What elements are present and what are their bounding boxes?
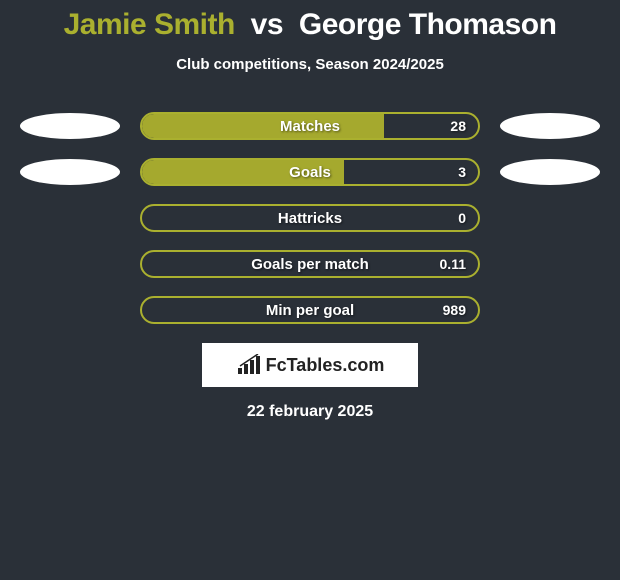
stat-label: Goals per match xyxy=(142,252,478,276)
stat-value: 28 xyxy=(450,114,466,138)
left-ellipse xyxy=(20,113,120,139)
stat-row: Goals per match0.11 xyxy=(0,249,620,279)
stat-bar: Goals3 xyxy=(140,158,480,186)
stat-bar: Goals per match0.11 xyxy=(140,250,480,278)
right-ellipse xyxy=(500,205,600,231)
right-ellipse xyxy=(500,113,600,139)
stat-label: Min per goal xyxy=(142,298,478,322)
stat-value: 0 xyxy=(458,206,466,230)
stat-label: Hattricks xyxy=(142,206,478,230)
left-ellipse xyxy=(20,297,120,323)
player2-name: George Thomason xyxy=(299,8,557,41)
stat-bar: Hattricks0 xyxy=(140,204,480,232)
stat-row: Goals3 xyxy=(0,157,620,187)
left-ellipse xyxy=(20,251,120,277)
subtitle: Club competitions, Season 2024/2025 xyxy=(0,56,620,73)
stat-row: Hattricks0 xyxy=(0,203,620,233)
player1-name: Jamie Smith xyxy=(64,8,235,41)
logo: FcTables.com xyxy=(236,354,385,376)
stat-value: 989 xyxy=(443,298,466,322)
stat-bar: Min per goal989 xyxy=(140,296,480,324)
stat-row: Min per goal989 xyxy=(0,295,620,325)
left-ellipse xyxy=(20,159,120,185)
stat-bar: Matches28 xyxy=(140,112,480,140)
left-ellipse xyxy=(20,205,120,231)
stat-value: 0.11 xyxy=(440,252,466,276)
stat-label: Goals xyxy=(142,160,478,184)
stat-label: Matches xyxy=(142,114,478,138)
right-ellipse xyxy=(500,159,600,185)
chart-icon xyxy=(236,354,262,376)
right-ellipse xyxy=(500,297,600,323)
right-ellipse xyxy=(500,251,600,277)
logo-box: FcTables.com xyxy=(202,343,418,387)
date-text: 22 february 2025 xyxy=(0,403,620,421)
vs-text: vs xyxy=(251,8,283,41)
stat-value: 3 xyxy=(458,160,466,184)
page-title: Jamie Smith vs George Thomason xyxy=(0,0,620,42)
logo-text: FcTables.com xyxy=(266,355,385,376)
stats-container: Matches28 Goals3 Hattricks0 Goals per match… xyxy=(0,111,620,325)
stat-row: Matches28 xyxy=(0,111,620,141)
